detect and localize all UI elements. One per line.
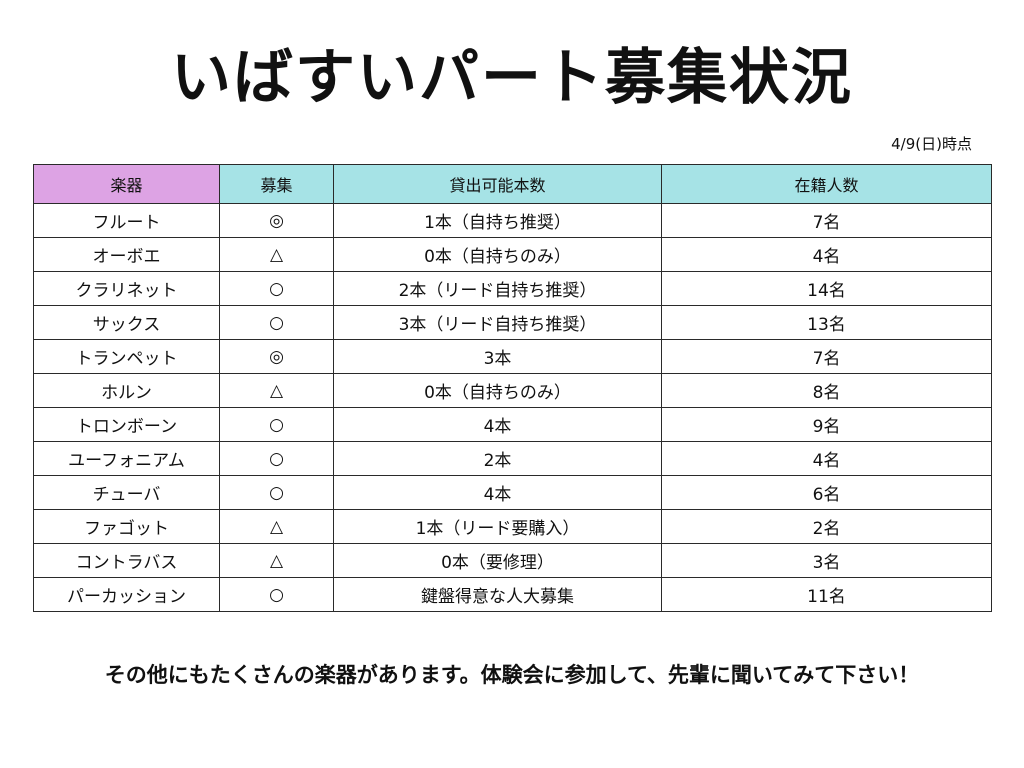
table-row: パーカッション ○ 鍵盤得意な人大募集 11名	[33, 577, 992, 612]
cell-loanable: 鍵盤得意な人大募集	[333, 577, 662, 612]
cell-members: 14名	[661, 271, 992, 306]
cell-recruiting: ◎	[219, 339, 334, 374]
cell-recruiting: △	[219, 373, 334, 408]
cell-recruiting: ○	[219, 305, 334, 340]
table-body: フルート ◎ 1本（自持ち推奨） 7名 オーボエ △ 0本（自持ちのみ） 4名 …	[33, 203, 992, 612]
cell-recruiting: ◎	[219, 203, 334, 238]
header-row: 楽器 募集 貸出可能本数 在籍人数	[33, 164, 992, 204]
cell-members: 7名	[661, 339, 992, 374]
table-row: ユーフォニアム ○ 2本 4名	[33, 441, 992, 476]
cell-recruiting: △	[219, 543, 334, 578]
cell-members: 7名	[661, 203, 992, 238]
table-row: サックス ○ 3本（リード自持ち推奨） 13名	[33, 305, 992, 340]
cell-members: 4名	[661, 237, 992, 272]
header-loanable: 貸出可能本数	[333, 164, 662, 204]
cell-instrument: ホルン	[33, 373, 220, 408]
table-row: フルート ◎ 1本（自持ち推奨） 7名	[33, 203, 992, 238]
cell-members: 9名	[661, 407, 992, 442]
cell-instrument: クラリネット	[33, 271, 220, 306]
cell-members: 4名	[661, 441, 992, 476]
cell-instrument: フルート	[33, 203, 220, 238]
table-row: コントラバス △ 0本（要修理） 3名	[33, 543, 992, 578]
cell-loanable: 0本（自持ちのみ）	[333, 237, 662, 272]
cell-loanable: 1本（リード要購入）	[333, 509, 662, 544]
cell-loanable: 0本（自持ちのみ）	[333, 373, 662, 408]
cell-loanable: 3本	[333, 339, 662, 374]
cell-loanable: 4本	[333, 407, 662, 442]
table-row: オーボエ △ 0本（自持ちのみ） 4名	[33, 237, 992, 272]
cell-recruiting: ○	[219, 475, 334, 510]
cell-instrument: ファゴット	[33, 509, 220, 544]
cell-members: 8名	[661, 373, 992, 408]
cell-instrument: パーカッション	[33, 577, 220, 612]
table-row: チューバ ○ 4本 6名	[33, 475, 992, 510]
cell-members: 11名	[661, 577, 992, 612]
cell-instrument: トランペット	[33, 339, 220, 374]
cell-recruiting: ○	[219, 441, 334, 476]
cell-instrument: オーボエ	[33, 237, 220, 272]
table-row: トランペット ◎ 3本 7名	[33, 339, 992, 374]
header-instrument: 楽器	[33, 164, 220, 204]
cell-loanable: 1本（自持ち推奨）	[333, 203, 662, 238]
cell-recruiting: △	[219, 509, 334, 544]
cell-instrument: トロンボーン	[33, 407, 220, 442]
as-of-date: 4/9(日)時点	[891, 135, 972, 153]
cell-loanable: 0本（要修理）	[333, 543, 662, 578]
cell-instrument: コントラバス	[33, 543, 220, 578]
cell-recruiting: △	[219, 237, 334, 272]
cell-loanable: 3本（リード自持ち推奨）	[333, 305, 662, 340]
page-title: いばすいパート募集状況	[171, 43, 853, 113]
cell-instrument: サックス	[33, 305, 220, 340]
footer-note: その他にもたくさんの楽器があります。体験会に参加して、先輩に聞いてみて下さい！	[104, 663, 920, 687]
table-row: トロンボーン ○ 4本 9名	[33, 407, 992, 442]
recruitment-table: 楽器 募集 貸出可能本数 在籍人数 フルート ◎ 1本（自持ち推奨） 7名 オー…	[33, 164, 992, 612]
cell-members: 13名	[661, 305, 992, 340]
cell-instrument: チューバ	[33, 475, 220, 510]
table-header: 楽器 募集 貸出可能本数 在籍人数	[33, 164, 992, 204]
cell-recruiting: ○	[219, 407, 334, 442]
cell-loanable: 4本	[333, 475, 662, 510]
cell-loanable: 2本（リード自持ち推奨）	[333, 271, 662, 306]
header-recruiting: 募集	[219, 164, 334, 204]
cell-recruiting: ○	[219, 271, 334, 306]
cell-members: 6名	[661, 475, 992, 510]
cell-loanable: 2本	[333, 441, 662, 476]
table-row: クラリネット ○ 2本（リード自持ち推奨） 14名	[33, 271, 992, 306]
cell-members: 3名	[661, 543, 992, 578]
table-row: ホルン △ 0本（自持ちのみ） 8名	[33, 373, 992, 408]
cell-recruiting: ○	[219, 577, 334, 612]
header-members: 在籍人数	[661, 164, 992, 204]
cell-members: 2名	[661, 509, 992, 544]
table-row: ファゴット △ 1本（リード要購入） 2名	[33, 509, 992, 544]
cell-instrument: ユーフォニアム	[33, 441, 220, 476]
